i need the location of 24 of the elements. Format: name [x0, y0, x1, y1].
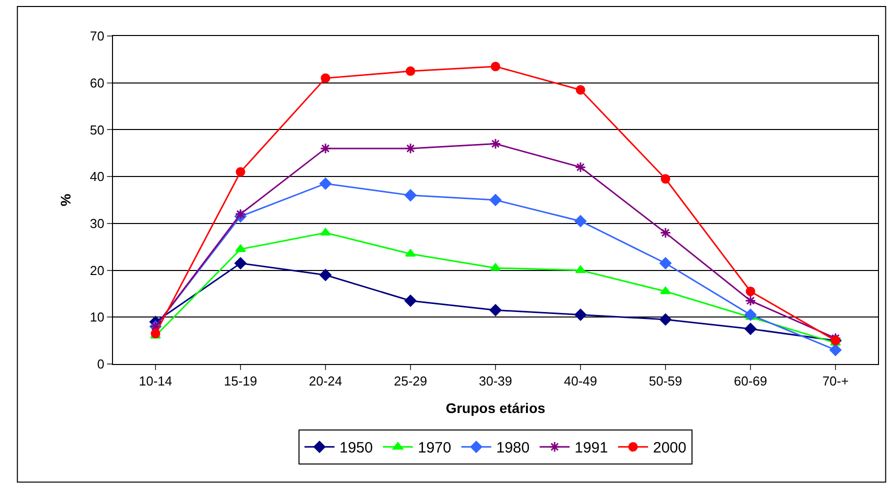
y-tick-label: 0: [97, 356, 104, 372]
y-tick-label: 30: [90, 216, 104, 231]
x-tick-label: 70-+: [822, 374, 849, 389]
legend-label: 2000: [653, 440, 686, 457]
x-axis-title: Grupos etários: [446, 400, 546, 416]
legend-label: 1991: [574, 440, 608, 457]
y-tick-label: 10: [90, 310, 104, 325]
y-tick-label: 70: [90, 28, 104, 44]
x-tick-label: 40-49: [564, 374, 598, 389]
y-axis-title: %: [58, 193, 74, 206]
y-tick-label: 50: [90, 122, 104, 138]
x-tick-label: 20-24: [308, 374, 342, 389]
legend-label: 1970: [418, 440, 452, 457]
x-tick-label: 60-69: [734, 374, 768, 389]
x-tick-label: 10-14: [138, 374, 172, 389]
legend-label: 1980: [496, 440, 530, 457]
y-tick-label: 20: [90, 262, 104, 278]
x-tick-label: 25-29: [394, 374, 428, 389]
x-tick-label: 30-39: [478, 374, 512, 389]
x-tick-label: 15-19: [224, 374, 258, 389]
y-tick-label: 40: [90, 169, 104, 184]
y-tick-label: 60: [90, 75, 104, 90]
legend-label: 1950: [340, 440, 373, 457]
x-tick-label: 50-59: [648, 374, 682, 389]
